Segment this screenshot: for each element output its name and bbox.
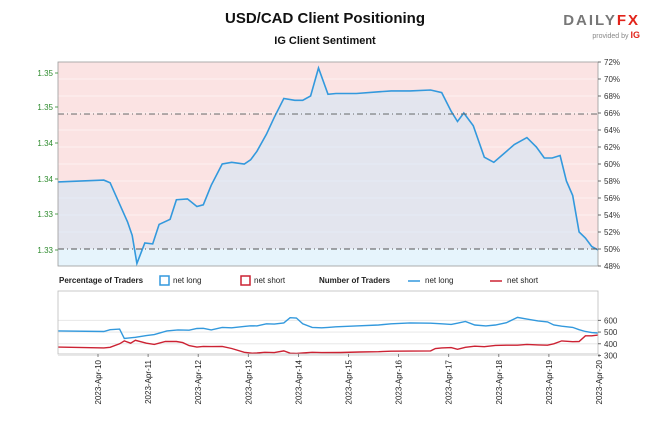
legend-percentage-title: Percentage of Traders [59,276,144,285]
date-tick-label: 2023-Apr-20 [595,359,604,404]
brand-name: DAILYFX [563,12,640,29]
chart-subtitle: IG Client Sentiment [274,35,376,47]
percent-tick-label: 66% [604,109,620,118]
count-tick-label: 600 [604,316,618,325]
legend-count-long-label: net long [425,276,453,285]
price-tick-label: 1.33 [37,246,53,255]
percent-tick-label: 64% [604,126,620,135]
price-tick-label: 1.34 [37,139,53,148]
net-long-count-line [57,316,599,340]
legend-net-short-label: net short [254,276,286,285]
percent-tick-label: 60% [604,160,620,169]
price-tick-label: 1.35 [37,103,53,112]
legend-count-short-label: net short [507,276,539,285]
percent-axis: 72% 70% 68% 66% 64% 62% 60% 58% 56% 54% 52% 50% 48% [598,58,620,271]
net-long-zone [58,249,598,266]
legend-net-long-swatch [159,275,170,286]
date-tick-label: 2023-Apr-18 [495,359,504,404]
percent-tick-label: 70% [604,75,620,84]
legend-net-short-swatch [240,275,251,286]
percent-tick-label: 52% [604,228,620,237]
percent-tick-label: 58% [604,177,620,186]
net-long-percent-area [58,68,598,264]
percent-tick-label: 68% [604,92,620,101]
price-tick-label: 1.33 [37,210,53,219]
date-tick-label: 2023-Apr-19 [545,359,554,404]
percent-tick-label: 72% [604,58,620,67]
percent-tick-label: 54% [604,211,620,220]
percent-tick-label: 56% [604,194,620,203]
date-tick-label: 2023-Apr-10 [94,359,103,404]
count-tick-label: 500 [604,328,618,337]
percent-tick-label: 48% [604,262,620,271]
legend: Percentage of Traders net long net short… [59,275,539,286]
price-axis: 1.35 1.35 1.34 1.34 1.33 1.33 [37,69,58,255]
lower-pane-frame [57,290,599,355]
date-tick-label: 2023-Apr-15 [345,359,354,404]
net-short-count-line [57,334,599,355]
net-long-percent-line [57,65,599,267]
price-tick-label: 1.34 [37,175,53,184]
brand-logo: DAILYFX provided by IG [560,12,640,40]
chart-title: USD/CAD Client Positioning [225,10,425,27]
price-tick-label: 1.35 [37,69,53,78]
date-tick-label: 2023-Apr-13 [244,359,253,404]
lower-gridlines [58,319,598,356]
legend-number-title: Number of Traders [319,276,391,285]
percent-tick-label: 62% [604,143,620,152]
date-axis: 2023-Apr-10 2023-Apr-11 2023-Apr-12 2023-Ap… [94,354,604,404]
date-tick-label: 2023-Apr-14 [294,359,303,404]
date-tick-label: 2023-Apr-11 [144,359,153,403]
date-tick-label: 2023-Apr-16 [395,359,404,404]
brand-provider: provided by IG [592,30,640,40]
date-tick-label: 2023-Apr-12 [194,359,203,404]
count-tick-label: 400 [604,340,618,349]
date-tick-label: 2023-Apr-17 [445,359,454,404]
legend-net-long-label: net long [173,276,201,285]
price-sentiment-pane: 1.35 1.35 1.34 1.34 1.33 1.33 72% 70% 68% 66% 64%… [37,58,620,271]
percent-tick-label: 50% [604,245,620,254]
count-axis: 600 500 400 300 [598,316,618,361]
count-tick-label: 300 [604,352,618,361]
